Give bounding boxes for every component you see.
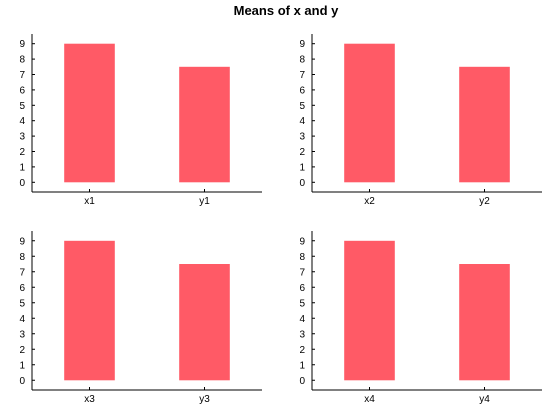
y-tick-label: 8 [299, 252, 305, 263]
subplot-2: x2 y2 0 1 2 3 4 5 6 7 8 9 [299, 34, 542, 207]
y-tick-label: 3 [19, 132, 25, 143]
subplot-1: x1 y1 0 1 2 3 4 5 6 7 8 9 [19, 34, 262, 207]
x-tick-label: x1 [84, 196, 95, 207]
y-tick-label: 2 [19, 147, 25, 158]
y-tick-label: 7 [299, 267, 305, 278]
subplot-3: x3 y3 0 1 2 3 4 5 6 7 8 9 [19, 231, 262, 405]
subplot-4: x4 y4 0 1 2 3 4 5 6 7 8 9 [299, 231, 542, 405]
y-tick-label: 6 [19, 85, 25, 96]
x-tick-label: x4 [364, 394, 375, 405]
y-tick-label: 8 [19, 55, 25, 66]
y-tick-label: 5 [19, 101, 25, 112]
x-tick-label: x3 [84, 394, 95, 405]
y-tick-label: 9 [19, 39, 25, 50]
bar-y1 [179, 66, 230, 183]
y-tick-label: 8 [299, 55, 305, 66]
subplot-grid: x1 y1 0 1 2 3 4 5 6 7 8 9 x2 y2 0 1 2 3 4 5 6 7 8 9 x3 y3 0 1 2 3 4 5 6 7… [19, 34, 542, 405]
bar-x4 [344, 240, 395, 381]
y-tick-label: 0 [299, 376, 305, 387]
y-tick-label: 5 [299, 298, 305, 309]
y-tick-label: 7 [299, 70, 305, 81]
figure-title: Means of x and y [234, 3, 340, 18]
y-tick-label: 4 [19, 116, 25, 127]
bar-x1 [64, 43, 115, 183]
y-tick-label: 5 [19, 298, 25, 309]
y-tick-label: 1 [19, 162, 25, 173]
bar-y4 [459, 264, 510, 381]
x-tick-label: y2 [479, 196, 490, 207]
y-tick-label: 4 [19, 314, 25, 325]
y-tick-label: 6 [299, 283, 305, 294]
y-tick-label: 9 [299, 236, 305, 247]
y-tick-label: 6 [299, 85, 305, 96]
y-tick-label: 0 [19, 178, 25, 189]
y-tick-label: 9 [19, 236, 25, 247]
y-tick-label: 7 [19, 267, 25, 278]
x-tick-label: x2 [364, 196, 375, 207]
y-tick-label: 9 [299, 39, 305, 50]
x-tick-label: y1 [199, 196, 210, 207]
y-tick-label: 0 [19, 376, 25, 387]
y-tick-label: 6 [19, 283, 25, 294]
y-tick-label: 5 [299, 101, 305, 112]
y-tick-label: 8 [19, 252, 25, 263]
y-tick-label: 7 [19, 70, 25, 81]
y-tick-label: 2 [19, 345, 25, 356]
bar-x2 [344, 43, 395, 183]
y-tick-label: 3 [19, 329, 25, 340]
y-tick-label: 1 [19, 360, 25, 371]
y-tick-label: 0 [299, 178, 305, 189]
y-tick-label: 2 [299, 147, 305, 158]
y-tick-label: 1 [299, 360, 305, 371]
bar-y2 [459, 66, 510, 183]
y-tick-label: 4 [299, 314, 305, 325]
y-tick-label: 1 [299, 162, 305, 173]
x-tick-label: y4 [479, 394, 490, 405]
y-tick-label: 3 [299, 132, 305, 143]
y-tick-label: 2 [299, 345, 305, 356]
y-tick-label: 3 [299, 329, 305, 340]
y-tick-label: 4 [299, 116, 305, 127]
x-tick-label: y3 [199, 394, 210, 405]
bar-x3 [64, 240, 115, 381]
bar-y3 [179, 264, 230, 381]
